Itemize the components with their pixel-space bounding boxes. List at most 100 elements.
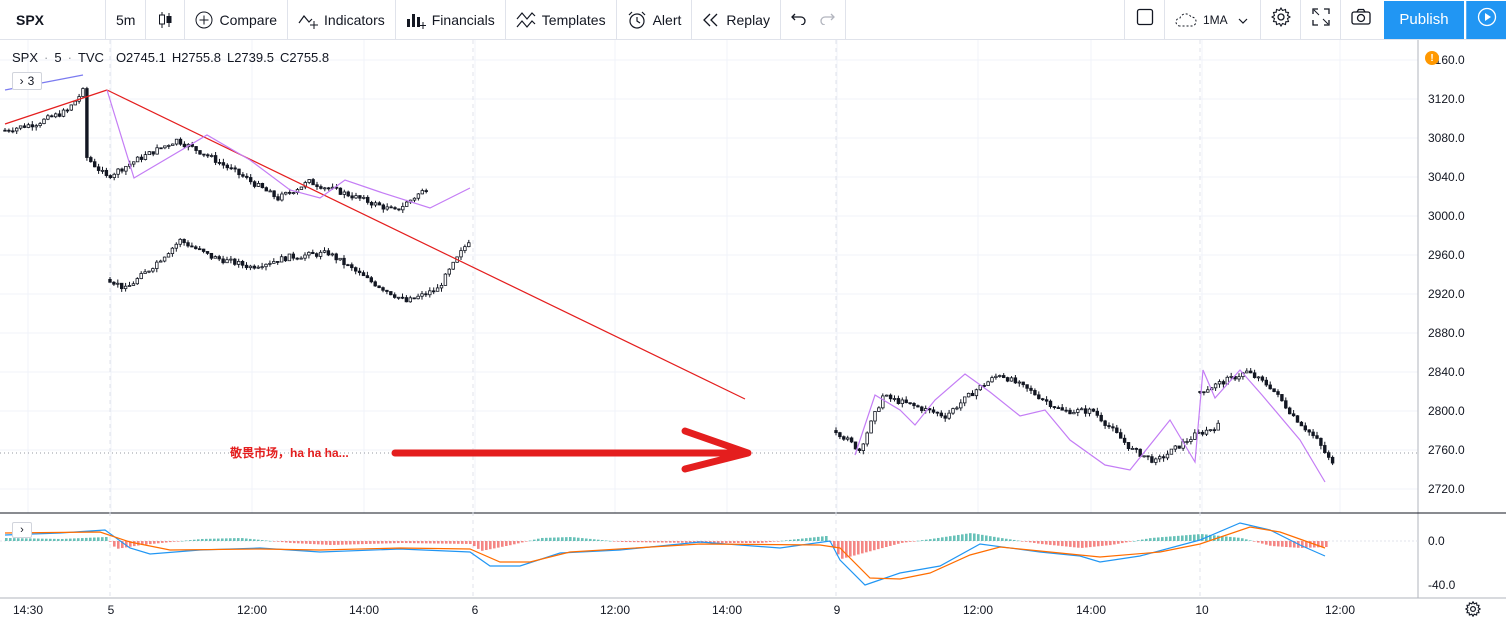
legend-symbol[interactable]: SPX — [12, 50, 39, 65]
indicator-legend-toggle[interactable]: › — [12, 522, 32, 538]
candle-body — [865, 432, 869, 445]
macd-histogram-bar — [1153, 537, 1156, 541]
candle-body — [1103, 420, 1107, 426]
candle-body — [373, 202, 378, 206]
layout-button[interactable] — [1124, 0, 1164, 40]
macd-histogram-bar — [1245, 539, 1248, 541]
financials-button[interactable]: Financials — [396, 0, 506, 40]
macd-histogram-bar — [1161, 537, 1164, 541]
candle-body — [920, 406, 924, 412]
candle-body — [377, 202, 382, 206]
macd-histogram-bar — [921, 540, 924, 541]
candle-body — [392, 294, 397, 298]
candle-body — [205, 251, 210, 254]
macd-histogram-bar — [469, 541, 472, 544]
macd-histogram-bar — [393, 541, 396, 544]
candle-body — [1252, 372, 1257, 378]
macd-histogram-bar — [489, 541, 492, 550]
macd-histogram-bar — [1129, 541, 1132, 542]
symbol-search[interactable]: SPX — [0, 0, 106, 40]
alert-button[interactable]: Alert — [617, 0, 693, 40]
macd-histogram-bar — [657, 541, 660, 543]
candle-body — [225, 259, 229, 264]
candle-body — [241, 174, 245, 177]
interval-button[interactable]: 5m — [106, 0, 147, 40]
cloud-layout-button[interactable]: 1MA — [1164, 0, 1260, 40]
play-button[interactable] — [1466, 0, 1506, 39]
legend-low: L2739.5 — [226, 50, 274, 65]
macd-histogram-bar — [1253, 541, 1256, 542]
macd-histogram-bar — [773, 541, 776, 542]
warning-icon[interactable]: ! — [1425, 51, 1439, 65]
indicators-label: Indicators — [324, 11, 385, 28]
candle-body — [225, 164, 229, 169]
candle-body — [881, 395, 885, 409]
macd-histogram-bar — [197, 539, 200, 541]
redo-icon[interactable] — [819, 11, 835, 28]
candle-body — [1229, 376, 1233, 378]
legend-expand-button[interactable]: › 3 — [12, 72, 42, 90]
fullscreen-button[interactable] — [1300, 0, 1340, 40]
candle-body — [46, 115, 50, 120]
candle-body — [350, 195, 354, 199]
replay-button[interactable]: Replay — [692, 0, 781, 40]
macd-histogram-bar — [417, 541, 420, 544]
macd-histogram-bar — [1321, 541, 1324, 548]
macd-histogram-bar — [33, 538, 36, 541]
candle-body — [26, 124, 31, 128]
price-tick-label: 2800.0 — [1428, 404, 1465, 418]
alarm-clock-icon — [627, 11, 647, 29]
candle-body — [202, 153, 206, 156]
templates-button[interactable]: Templates — [506, 0, 617, 40]
macd-histogram-bar — [945, 536, 948, 541]
candle-body — [268, 190, 272, 193]
chart-type-button[interactable] — [146, 0, 186, 40]
macd-histogram-bar — [193, 539, 196, 541]
candle-body — [276, 196, 280, 201]
candle-body — [959, 402, 963, 409]
candle-body — [34, 125, 38, 128]
macd-histogram-bar — [297, 541, 300, 544]
macd-histogram-bar — [65, 538, 68, 541]
snapshot-button[interactable] — [1340, 0, 1380, 40]
settings-button[interactable] — [1260, 0, 1300, 40]
candle-body — [408, 297, 412, 303]
macd-histogram-bar — [1013, 539, 1016, 541]
candle-body — [400, 296, 405, 299]
candle-body — [1311, 431, 1315, 437]
macd-histogram-bar — [589, 538, 592, 541]
macd-histogram-bar — [101, 537, 104, 541]
candles-icon — [156, 11, 174, 29]
undo-icon[interactable] — [791, 11, 807, 28]
macd-histogram-bar — [121, 541, 124, 549]
macd-histogram-bar — [617, 541, 620, 542]
undo-redo-group — [781, 0, 846, 40]
candle-body — [1072, 412, 1076, 415]
chart-settings-button[interactable] — [1462, 600, 1484, 622]
macd-histogram-bar — [1249, 540, 1252, 541]
macd-histogram-bar — [289, 541, 292, 543]
candle-body — [431, 290, 436, 293]
candle-body — [237, 168, 241, 176]
candle-body — [182, 238, 186, 244]
macd-histogram-bar — [1025, 541, 1028, 542]
candle-body — [244, 264, 249, 269]
chart-annotation-text[interactable]: 敬畏市场，ha ha ha... — [230, 446, 349, 460]
compare-button[interactable]: Compare — [185, 0, 289, 40]
macd-histogram-bar — [1225, 536, 1228, 541]
macd-histogram-bar — [173, 541, 176, 542]
macd-histogram-bar — [53, 538, 56, 541]
candle-body — [248, 265, 253, 269]
plus-circle-icon — [195, 11, 213, 29]
candle-body — [998, 375, 1002, 377]
macd-histogram-bar — [993, 536, 996, 541]
candle-body — [229, 167, 233, 170]
publish-button[interactable]: Publish — [1384, 0, 1464, 39]
macd-histogram-bar — [613, 541, 616, 542]
indicators-button[interactable]: Indicators — [288, 0, 396, 40]
candle-body — [167, 145, 171, 147]
macd-histogram-bar — [165, 541, 168, 543]
candle-body — [1056, 407, 1060, 409]
candle-body — [361, 272, 366, 277]
